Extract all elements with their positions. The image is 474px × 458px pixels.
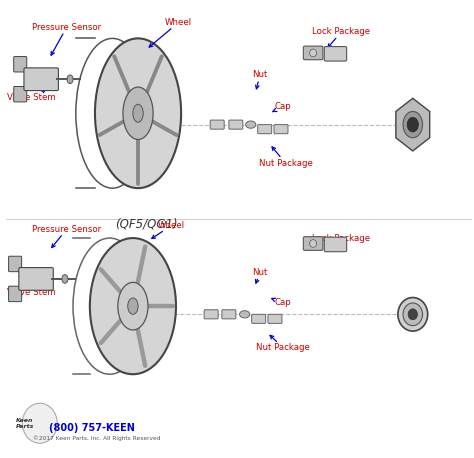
Ellipse shape: [128, 298, 138, 314]
Ellipse shape: [62, 275, 68, 283]
Text: Nut: Nut: [252, 70, 268, 89]
Ellipse shape: [310, 49, 317, 57]
Ellipse shape: [408, 309, 418, 320]
FancyBboxPatch shape: [303, 237, 323, 251]
FancyBboxPatch shape: [252, 314, 265, 323]
Text: Nut: Nut: [252, 267, 268, 283]
FancyBboxPatch shape: [204, 310, 218, 319]
Ellipse shape: [398, 298, 428, 331]
FancyBboxPatch shape: [274, 125, 288, 134]
Ellipse shape: [246, 121, 256, 128]
Ellipse shape: [118, 282, 148, 330]
Text: Pressure Sensor: Pressure Sensor: [32, 22, 101, 55]
Text: Nut Package: Nut Package: [259, 147, 312, 168]
FancyBboxPatch shape: [229, 120, 243, 129]
FancyBboxPatch shape: [258, 125, 272, 134]
Text: Wheel: Wheel: [152, 221, 185, 239]
FancyBboxPatch shape: [222, 310, 236, 319]
FancyBboxPatch shape: [14, 87, 27, 102]
Text: Valve Stem: Valve Stem: [8, 284, 56, 297]
FancyBboxPatch shape: [24, 68, 58, 91]
Ellipse shape: [90, 238, 176, 374]
Ellipse shape: [403, 111, 422, 138]
Ellipse shape: [67, 75, 73, 83]
Ellipse shape: [22, 403, 57, 443]
Text: Cap: Cap: [273, 102, 292, 112]
Ellipse shape: [407, 117, 419, 132]
Text: Lock Package: Lock Package: [312, 27, 371, 48]
Text: Valve Stem: Valve Stem: [8, 89, 56, 102]
Text: Cap: Cap: [272, 298, 292, 307]
FancyBboxPatch shape: [19, 267, 53, 290]
Text: Pressure Sensor: Pressure Sensor: [32, 224, 101, 247]
FancyBboxPatch shape: [9, 286, 22, 302]
Text: Lock Package: Lock Package: [312, 234, 371, 248]
Text: ©2017 Keen Parts, Inc. All Rights Reserved: ©2017 Keen Parts, Inc. All Rights Reserv…: [33, 436, 161, 442]
Ellipse shape: [123, 87, 153, 140]
FancyBboxPatch shape: [303, 46, 323, 60]
Ellipse shape: [310, 240, 317, 247]
Text: (800) 757-KEEN: (800) 757-KEEN: [49, 423, 136, 433]
Ellipse shape: [95, 38, 181, 188]
FancyBboxPatch shape: [14, 56, 27, 72]
FancyBboxPatch shape: [210, 120, 224, 129]
Text: Nut Package: Nut Package: [256, 335, 310, 352]
Text: (QF5/QG1): (QF5/QG1): [115, 217, 177, 230]
FancyBboxPatch shape: [324, 237, 346, 252]
Text: Keen
Parts: Keen Parts: [16, 418, 34, 429]
Ellipse shape: [133, 104, 143, 122]
FancyBboxPatch shape: [324, 47, 346, 61]
FancyBboxPatch shape: [9, 256, 22, 272]
Text: Wheel: Wheel: [149, 18, 192, 47]
FancyBboxPatch shape: [268, 314, 282, 323]
Polygon shape: [396, 98, 430, 151]
Ellipse shape: [239, 311, 250, 318]
Ellipse shape: [403, 303, 422, 326]
